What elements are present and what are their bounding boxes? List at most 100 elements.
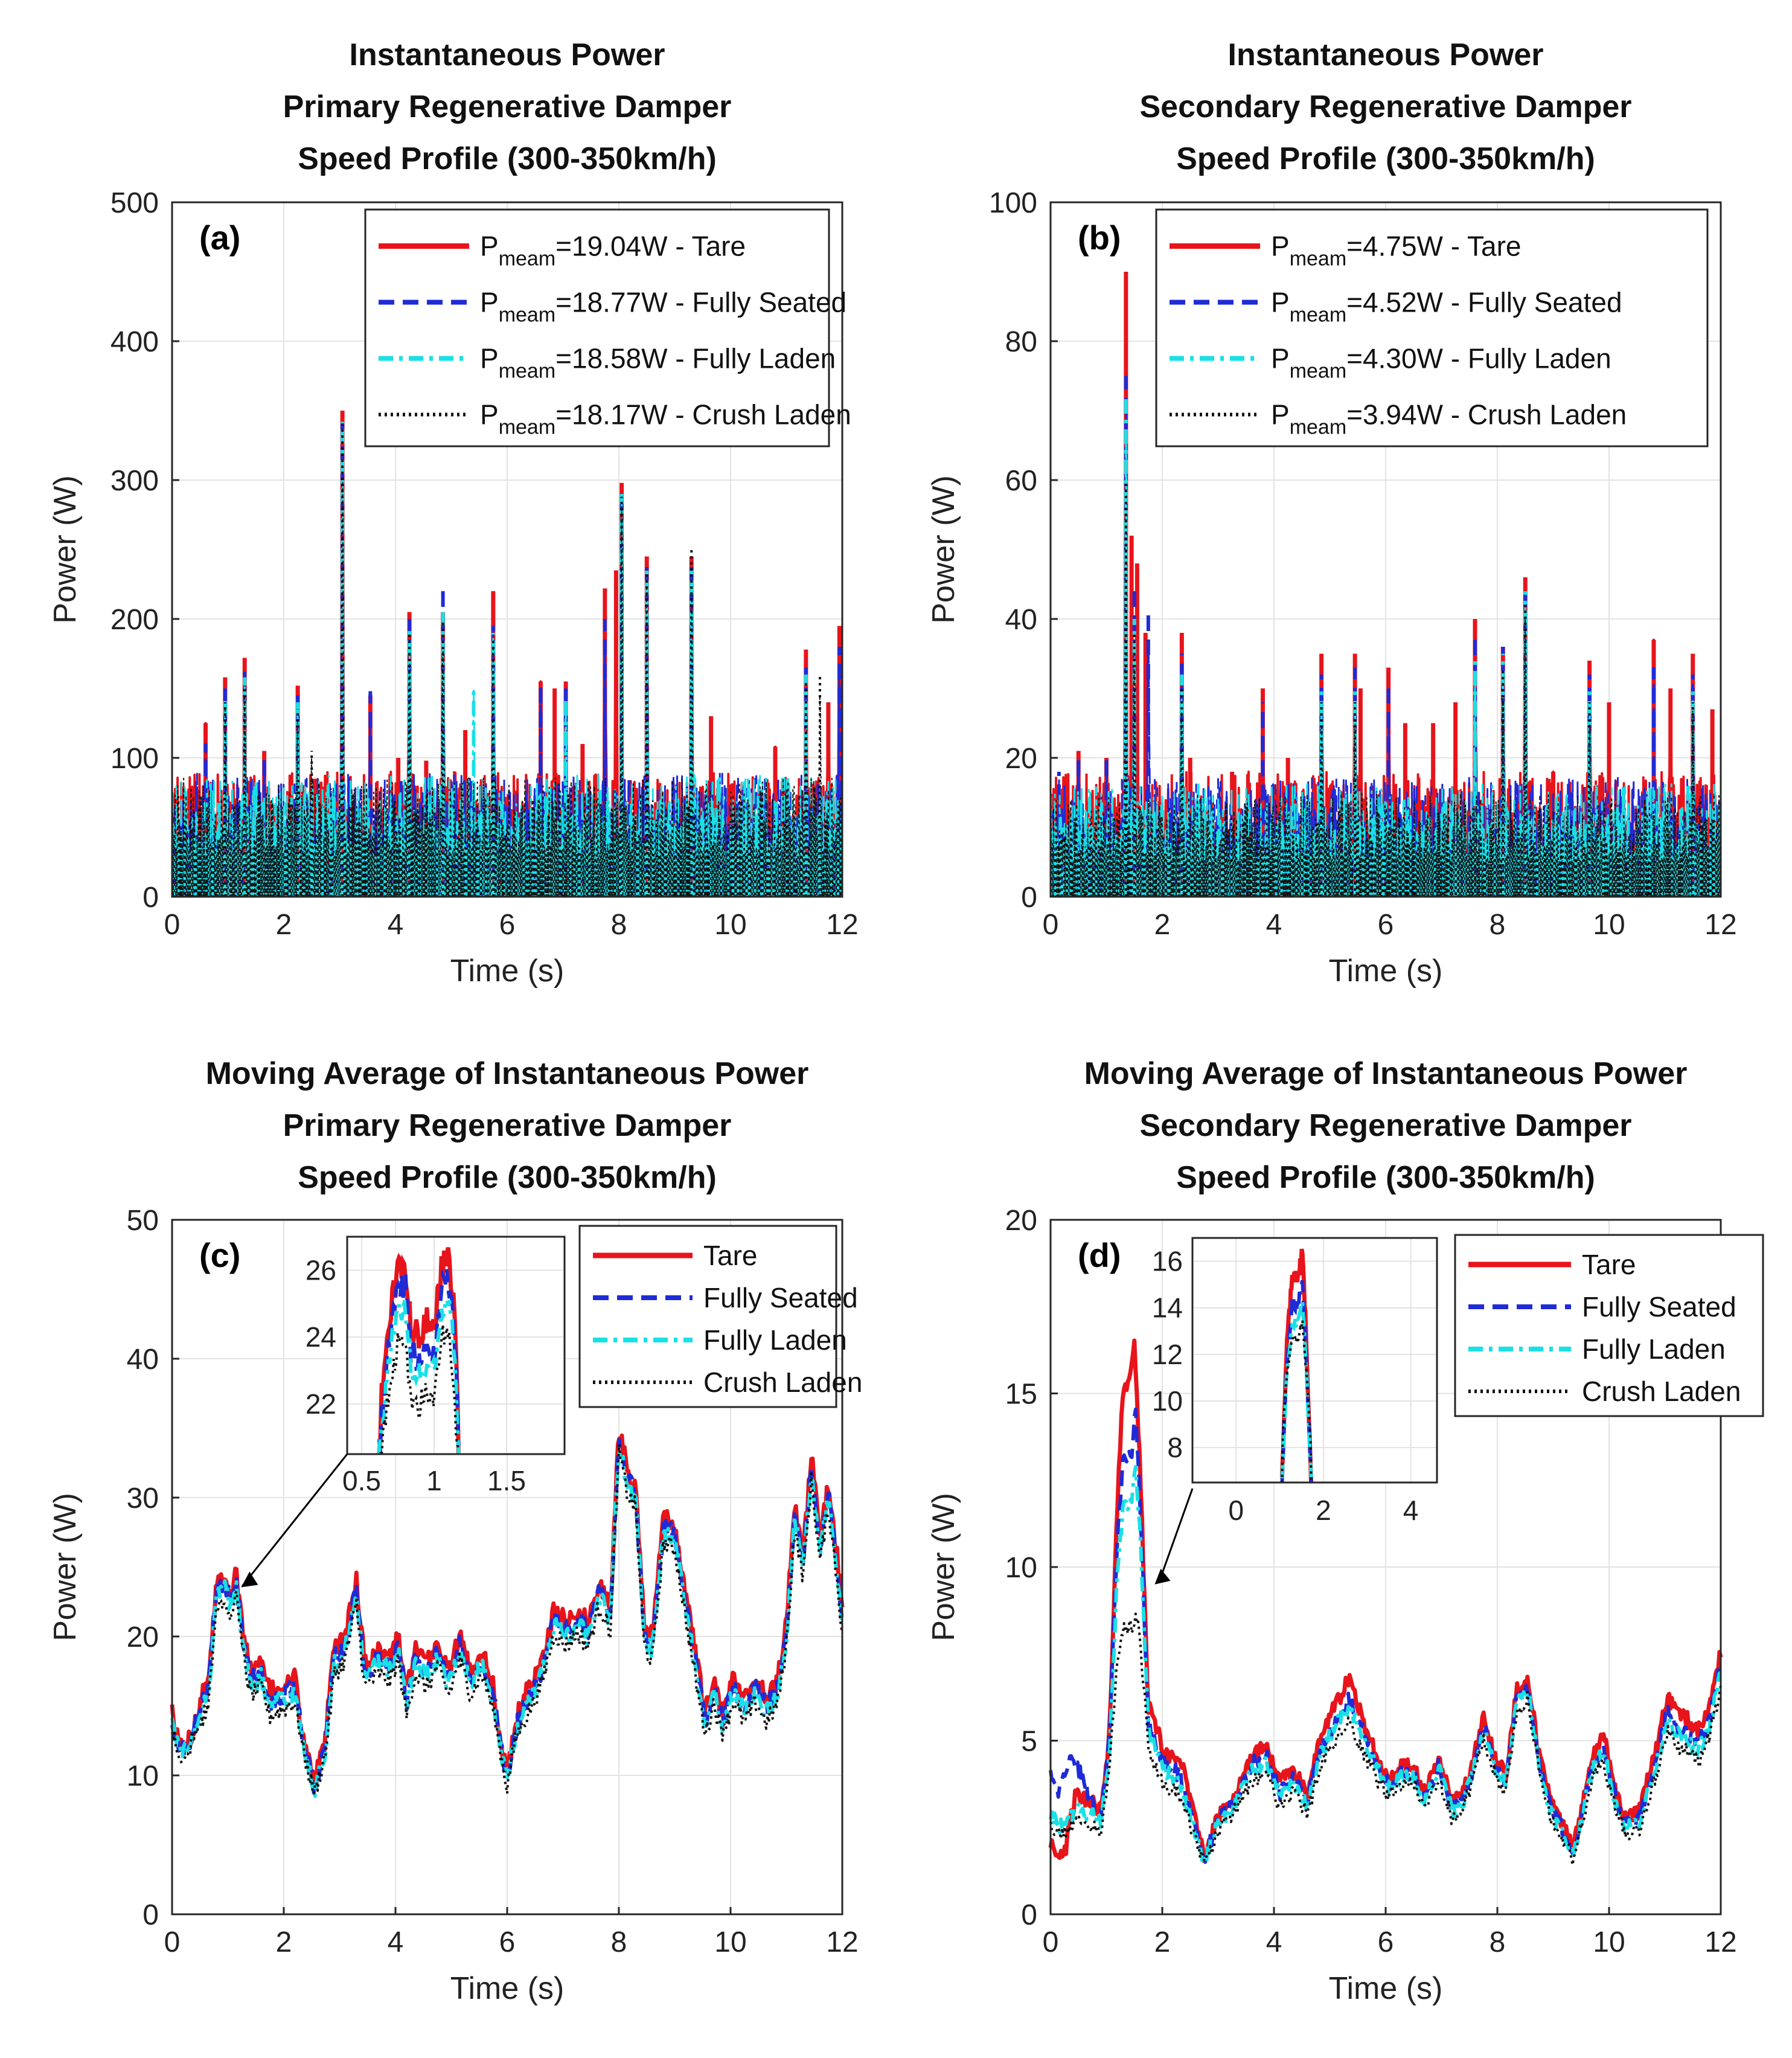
legend-box bbox=[364, 208, 830, 447]
inset-series-seated bbox=[377, 1268, 461, 1453]
x-tick-label: 0 bbox=[164, 909, 181, 941]
y-tick-label: 50 bbox=[127, 1205, 159, 1237]
inset-plot: 0.5 1 1.5 22 24 26 bbox=[306, 1236, 566, 1496]
chart-title-line: Primary Regenerative Damper bbox=[283, 1108, 732, 1143]
series-line-crush bbox=[171, 1443, 843, 1795]
inset-area bbox=[1192, 1238, 1437, 1483]
y-tick-label: 40 bbox=[1005, 604, 1037, 636]
legend-entry-seated: Pmeam=4.52W - Fully Seated bbox=[1271, 287, 1622, 327]
inset-frame bbox=[1191, 1237, 1438, 1484]
x-tick-label: 10 bbox=[1593, 1926, 1625, 1958]
y-tick-label: 0 bbox=[142, 1899, 159, 1931]
series-line-crush bbox=[1049, 1612, 1722, 1867]
x-tick-label: 2 bbox=[276, 1926, 292, 1958]
x-tick-label: 8 bbox=[1490, 909, 1506, 941]
chart-title-line: Primary Regenerative Damper bbox=[283, 89, 732, 124]
chart-title-line: Instantaneous Power bbox=[1228, 37, 1544, 72]
y-tick-label: 20 bbox=[1005, 1205, 1037, 1237]
y-tick-label: 60 bbox=[1005, 465, 1037, 497]
inset-y-tick: 14 bbox=[1152, 1292, 1183, 1324]
y-axis-label: Power (W) bbox=[48, 1493, 83, 1641]
x-tick-label: 0 bbox=[1043, 909, 1059, 941]
x-tick-label: 6 bbox=[1378, 1926, 1394, 1958]
legend-entry-crush: Pmeam=3.94W - Crush Laden bbox=[1271, 399, 1627, 439]
y-tick-label: 15 bbox=[1005, 1379, 1037, 1411]
x-tick-label: 8 bbox=[611, 1926, 627, 1958]
chart-panel-b: Instantaneous Power Secondary Regenerativ… bbox=[926, 37, 1737, 989]
x-tick-label: 6 bbox=[499, 909, 516, 941]
legend-entry-tare: Tare bbox=[703, 1240, 757, 1271]
inset-series-laden bbox=[377, 1296, 461, 1454]
inset-frame bbox=[346, 1236, 566, 1455]
x-tick-label: 4 bbox=[1266, 1926, 1282, 1958]
legend-entry-laden: Fully Laden bbox=[1582, 1333, 1726, 1365]
inset-series-seated bbox=[1280, 1280, 1313, 1483]
inset-y-tick: 22 bbox=[306, 1388, 336, 1420]
chart-title-line: Speed Profile (300-350km/h) bbox=[1176, 141, 1595, 176]
inset-y-tick: 12 bbox=[1152, 1339, 1183, 1370]
legend-entry-laden: Pmeam=18.58W - Fully Laden bbox=[480, 343, 836, 383]
chart-panel-a: Instantaneous Power Primary Regenerative … bbox=[48, 37, 859, 989]
x-tick-label: 4 bbox=[388, 1926, 404, 1958]
x-tick-label: 2 bbox=[1154, 909, 1171, 941]
chart-panel-c: Moving Average of Instantaneous Power Pri… bbox=[48, 1056, 862, 2006]
y-tick-label: 300 bbox=[110, 465, 159, 497]
x-tick-label: 6 bbox=[1378, 909, 1394, 941]
chart-title-line: Speed Profile (300-350km/h) bbox=[298, 141, 717, 176]
inset-y-tick: 10 bbox=[1152, 1385, 1183, 1417]
series-line-crush bbox=[1051, 508, 1721, 897]
panel-label: (b) bbox=[1078, 219, 1121, 257]
x-tick-label: 8 bbox=[1490, 1926, 1506, 1958]
inset-y-tick: 26 bbox=[306, 1254, 336, 1286]
x-tick-label: 12 bbox=[1704, 1926, 1736, 1958]
zoom-arrowhead bbox=[1154, 1568, 1171, 1585]
y-axis-label: Power (W) bbox=[926, 1493, 961, 1641]
x-axis-label: Time (s) bbox=[450, 1971, 565, 2006]
legend-entry-seated: Pmeam=18.77W - Fully Seated bbox=[480, 287, 846, 327]
inset-x-tick: 2 bbox=[1316, 1495, 1331, 1526]
y-tick-label: 80 bbox=[1005, 326, 1037, 358]
y-tick-label: 20 bbox=[1005, 743, 1037, 775]
legend-entry-seated: Fully Seated bbox=[1582, 1291, 1736, 1322]
inset-series-crush bbox=[1281, 1320, 1313, 1483]
chart-title-line: Moving Average of Instantaneous Power bbox=[1084, 1056, 1688, 1091]
panel-label: (a) bbox=[199, 219, 240, 257]
inset-data bbox=[377, 1247, 461, 1454]
x-tick-label: 2 bbox=[1154, 1926, 1171, 1958]
chart-title-line: Moving Average of Instantaneous Power bbox=[206, 1056, 809, 1091]
inset-series-crush bbox=[379, 1324, 460, 1454]
zoom-arrow bbox=[242, 1454, 348, 1587]
legend-entry-crush: Crush Laden bbox=[703, 1367, 862, 1398]
x-axis-label: Time (s) bbox=[1329, 1971, 1443, 2006]
x-tick-label: 10 bbox=[714, 1926, 746, 1958]
panel-label: (d) bbox=[1078, 1236, 1121, 1274]
inset-x-tick: 4 bbox=[1403, 1495, 1419, 1526]
series-line-laden bbox=[1051, 430, 1721, 897]
y-axis-label: Power (W) bbox=[48, 475, 83, 624]
y-tick-label: 0 bbox=[1021, 882, 1037, 914]
chart-title-line: Speed Profile (300-350km/h) bbox=[298, 1160, 717, 1195]
legend-entry-seated: Fully Seated bbox=[703, 1282, 858, 1313]
x-axis-label: Time (s) bbox=[450, 954, 565, 989]
x-tick-label: 12 bbox=[826, 1926, 858, 1958]
x-tick-label: 12 bbox=[1704, 909, 1736, 941]
chart-title-line: Speed Profile (300-350km/h) bbox=[1176, 1160, 1595, 1195]
inset-data bbox=[1279, 1248, 1314, 1483]
legend-entry-tare: Tare bbox=[1582, 1249, 1636, 1280]
x-tick-label: 12 bbox=[826, 909, 858, 941]
y-tick-label: 30 bbox=[127, 1483, 159, 1515]
y-tick-label: 0 bbox=[142, 882, 159, 914]
legend-entry-laden: Pmeam=4.30W - Fully Laden bbox=[1271, 343, 1611, 383]
x-tick-label: 0 bbox=[164, 1926, 181, 1958]
y-axis-label: Power (W) bbox=[926, 475, 961, 624]
y-tick-label: 500 bbox=[110, 187, 159, 219]
y-tick-label: 100 bbox=[989, 187, 1037, 219]
inset-y-tick: 24 bbox=[306, 1321, 336, 1353]
y-tick-label: 200 bbox=[110, 604, 159, 636]
series-line-laden bbox=[172, 475, 842, 897]
x-axis-label: Time (s) bbox=[1329, 954, 1443, 989]
inset-y-tick: 16 bbox=[1152, 1246, 1183, 1277]
x-tick-label: 6 bbox=[499, 1926, 516, 1958]
series-line-crush bbox=[172, 477, 842, 897]
